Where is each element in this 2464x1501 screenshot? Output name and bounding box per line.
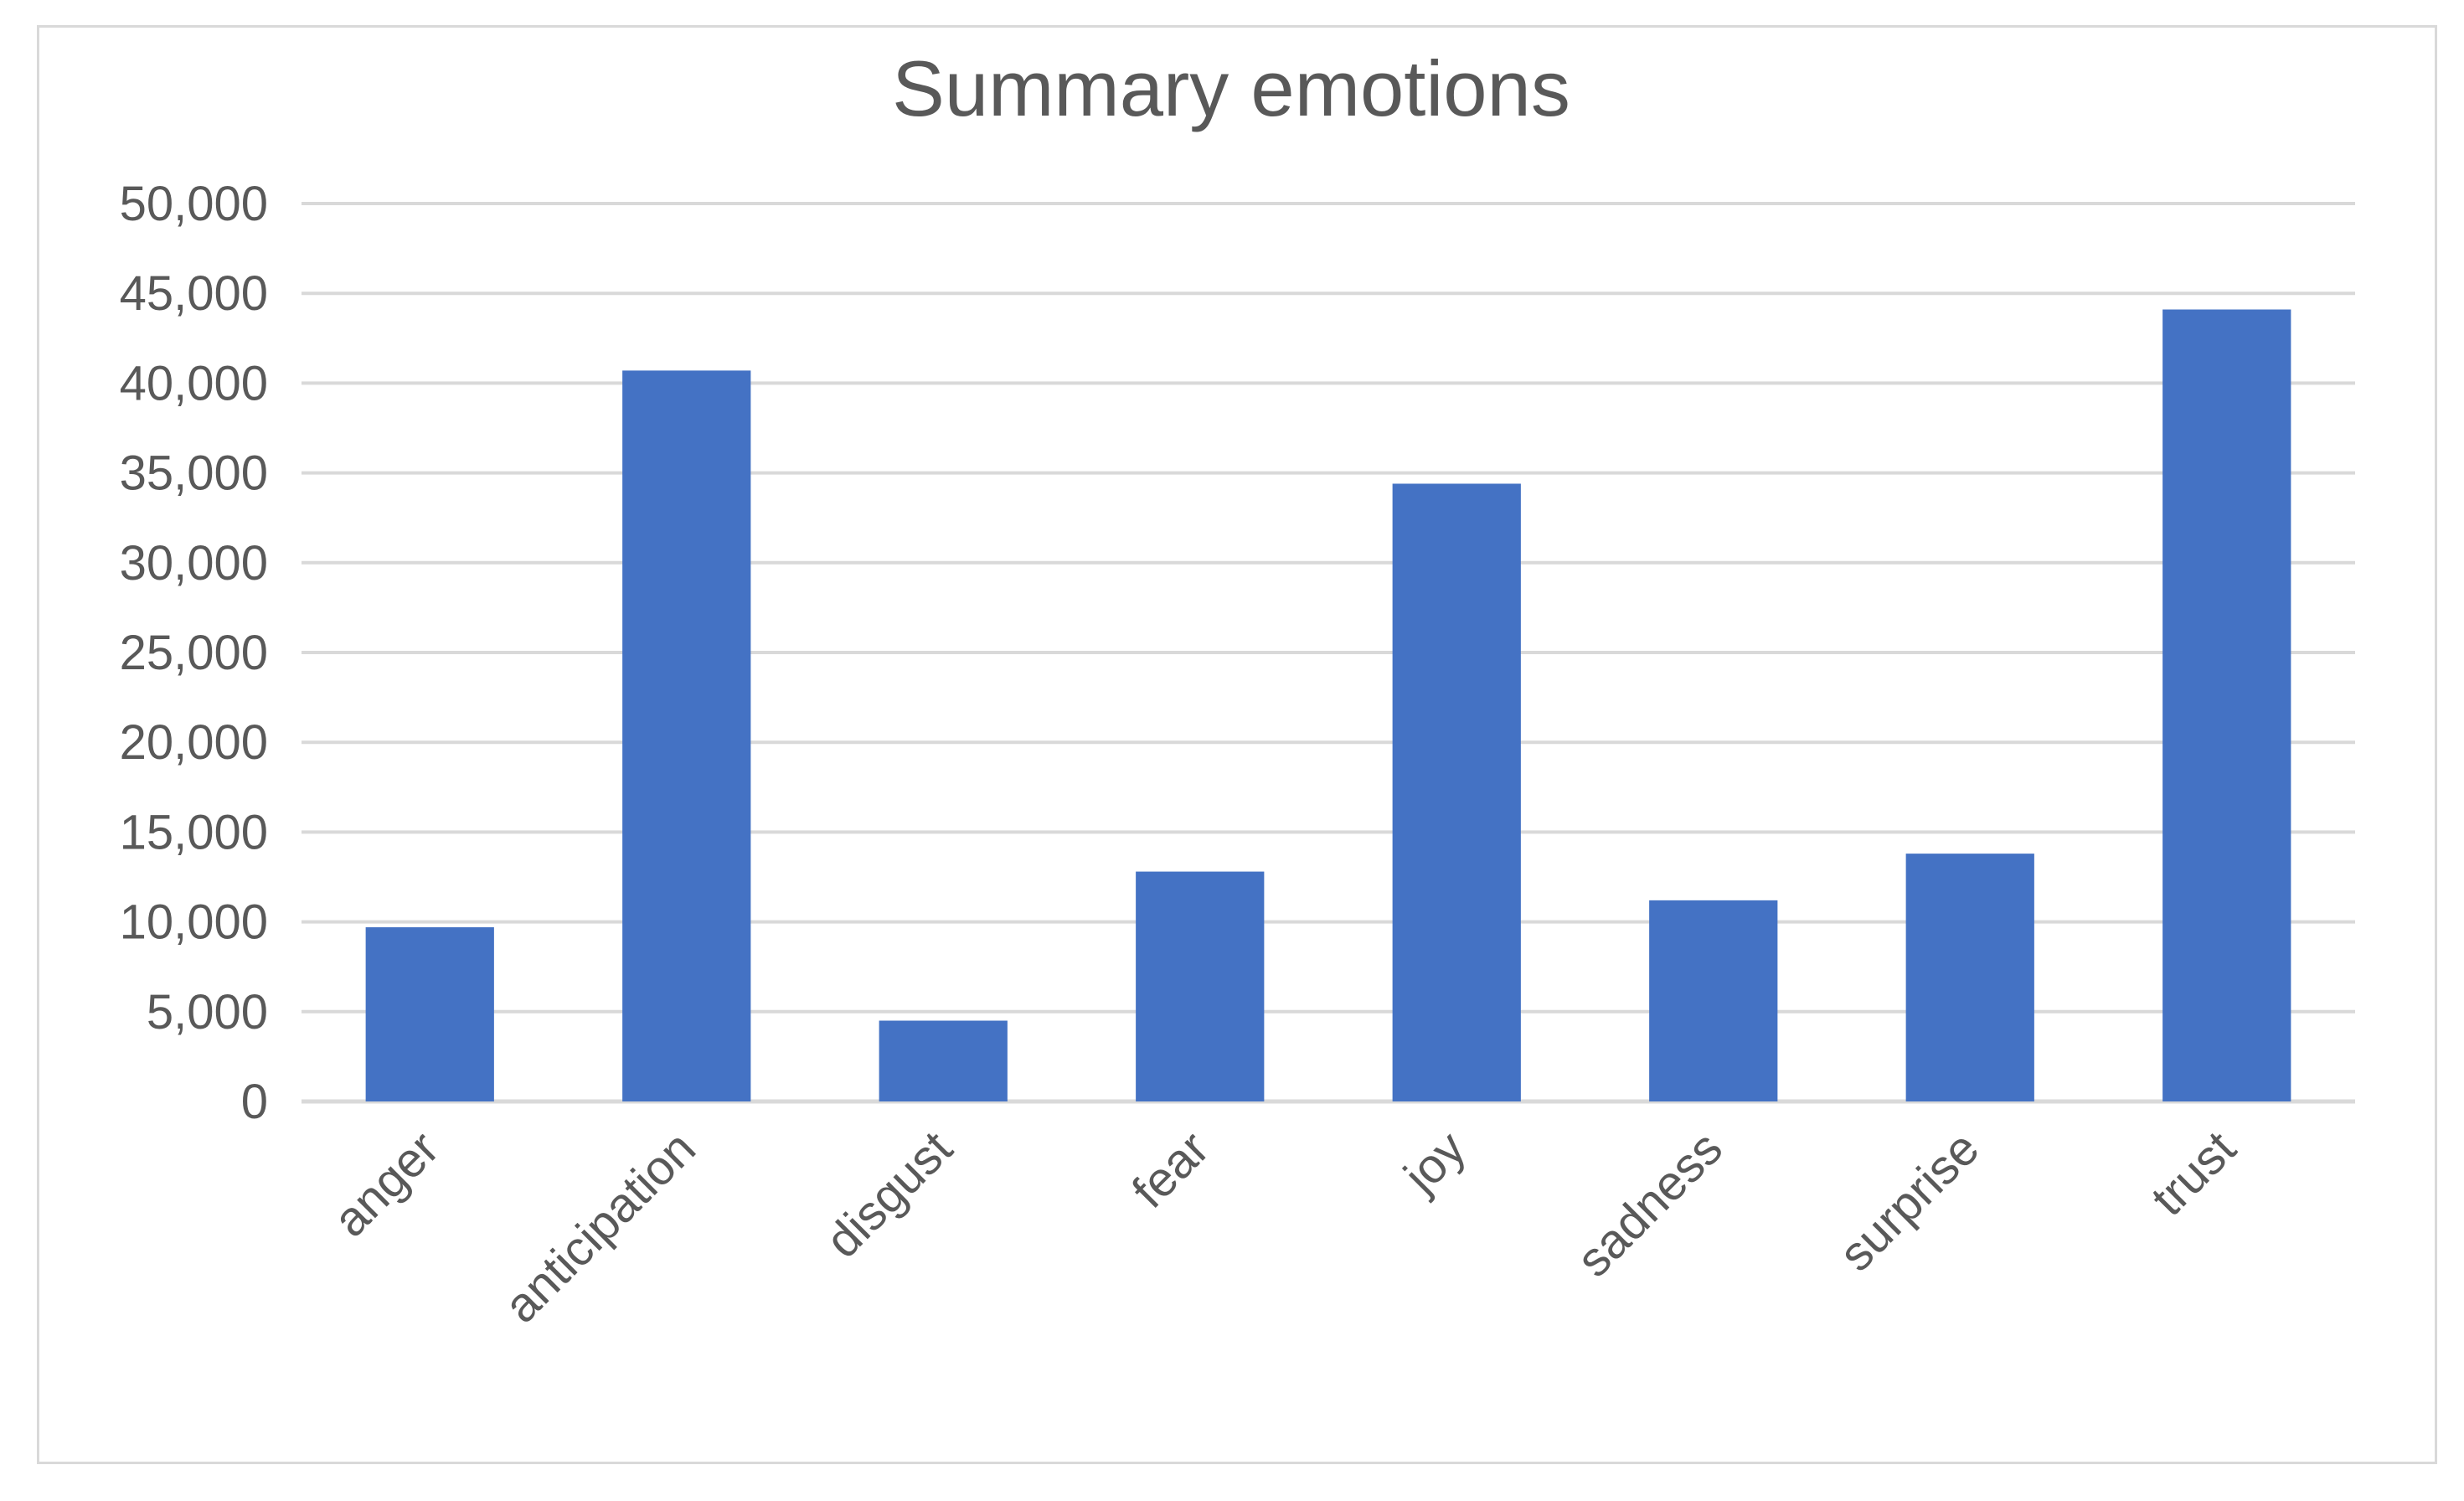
bar-joy bbox=[1392, 483, 1521, 1101]
y-tick-label: 10,000 bbox=[120, 895, 268, 950]
bar-anger bbox=[365, 927, 494, 1101]
y-axis-tick-labels: 0 5,000 10,000 15,000 20,000 25,000 30,000 35,0… bbox=[120, 177, 268, 1129]
bar-surprise bbox=[1905, 854, 2034, 1101]
y-tick-label: 25,000 bbox=[120, 626, 268, 680]
y-tick-label: 20,000 bbox=[120, 715, 268, 770]
x-axis-tick-labels: anger anticipation disgust fear joy sadness su… bbox=[323, 1121, 2246, 1333]
x-tick-label-trust: trust bbox=[2141, 1121, 2246, 1226]
x-tick-label-fear: fear bbox=[1121, 1121, 1219, 1219]
x-tick-label-anticipation: anticipation bbox=[493, 1121, 705, 1333]
y-tick-label: 0 bbox=[241, 1075, 268, 1129]
y-tick-label: 5,000 bbox=[147, 985, 268, 1039]
bar-chart: Summary emotions 0 5,000 10,000 15,000 20,00… bbox=[120, 44, 2355, 1333]
y-tick-label: 45,000 bbox=[120, 266, 268, 321]
y-tick-label: 30,000 bbox=[120, 536, 268, 591]
bar-trust bbox=[2162, 309, 2291, 1102]
bar-disgust bbox=[879, 1020, 1008, 1101]
bars bbox=[365, 309, 2291, 1102]
chart-frame: Summary emotions 0 5,000 10,000 15,000 20,00… bbox=[37, 25, 2437, 1464]
x-tick-label-anger: anger bbox=[323, 1121, 450, 1247]
x-tick-label-surprise: surprise bbox=[1829, 1121, 1990, 1282]
x-tick-label-sadness: sadness bbox=[1566, 1121, 1733, 1287]
x-tick-label-joy: joy bbox=[1393, 1121, 1477, 1204]
bar-fear bbox=[1136, 871, 1265, 1101]
chart-title: Summary emotions bbox=[892, 44, 1570, 132]
bar-anticipation bbox=[622, 370, 751, 1102]
gridlines bbox=[302, 202, 2355, 1104]
y-tick-label: 35,000 bbox=[120, 446, 268, 501]
y-tick-label: 50,000 bbox=[120, 177, 268, 231]
bar-sadness bbox=[1649, 900, 1778, 1101]
y-tick-label: 40,000 bbox=[120, 356, 268, 410]
x-tick-label-disgust: disgust bbox=[816, 1121, 963, 1268]
y-tick-label: 15,000 bbox=[120, 805, 268, 859]
